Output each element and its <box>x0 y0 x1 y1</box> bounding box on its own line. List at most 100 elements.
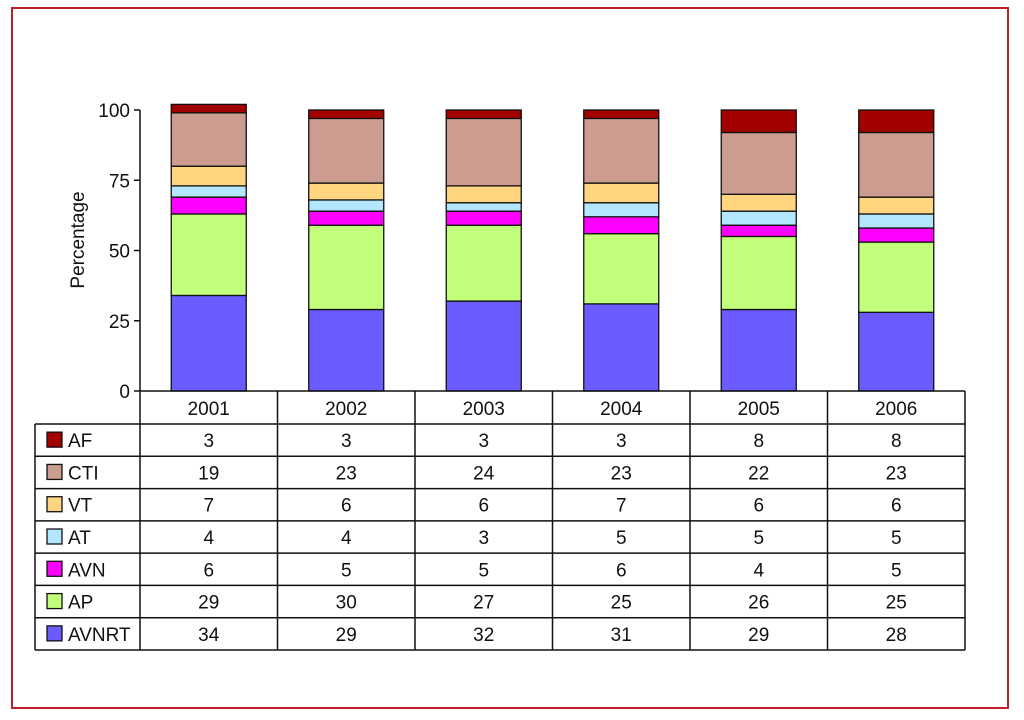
bar-segment-af <box>858 109 935 134</box>
table-cell: 29 <box>198 593 219 614</box>
bar-segment-vt <box>170 165 247 187</box>
bar-segment-af <box>720 109 797 134</box>
bar-segment-cti <box>583 117 660 184</box>
legend-label: AVNRT <box>68 625 131 646</box>
bar-segment-cti <box>858 131 935 198</box>
legend-label: AVN <box>68 560 106 581</box>
column-header-2006: 2006 <box>875 399 917 420</box>
bar-segment-at <box>170 185 247 198</box>
bar-segment-vt <box>308 182 385 201</box>
legend-swatch-at <box>46 528 63 545</box>
table-cell: 8 <box>891 431 902 452</box>
bar-segment-af <box>170 103 247 114</box>
legend-swatch-avnrt <box>46 625 63 642</box>
table-cell: 25 <box>886 593 907 614</box>
bar-2001 <box>170 103 247 392</box>
table-cell: 7 <box>616 496 627 517</box>
bar-segment-avn <box>583 216 660 235</box>
bar-segment-avnrt <box>583 303 660 392</box>
y-tick-label: 100 <box>98 101 130 122</box>
table-cell: 24 <box>473 463 495 484</box>
bars <box>170 103 935 392</box>
bar-segment-at <box>445 202 522 212</box>
bar-segment-avnrt <box>445 300 522 392</box>
y-tick-label: 0 <box>119 382 130 403</box>
table-cell: 28 <box>886 625 907 646</box>
y-tick-label: 50 <box>109 242 130 263</box>
table-cell: 6 <box>203 560 214 581</box>
legend-swatch-avn <box>46 560 63 577</box>
bar-2005 <box>720 109 797 392</box>
bar-segment-at <box>858 213 935 229</box>
bar-segment-ap <box>858 241 935 313</box>
bar-segment-at <box>308 199 385 212</box>
table-cell: 29 <box>748 625 769 646</box>
bar-segment-ap <box>170 213 247 297</box>
table-cell: 3 <box>478 528 489 549</box>
column-header-2005: 2005 <box>738 399 780 420</box>
table-cell: 4 <box>753 560 764 581</box>
table-cell: 32 <box>473 625 494 646</box>
table-cell: 30 <box>336 593 357 614</box>
bar-2003 <box>445 109 522 392</box>
bar-segment-avn <box>308 210 385 226</box>
legend-swatch-af <box>46 431 63 448</box>
table-cell: 6 <box>341 496 352 517</box>
bar-segment-avnrt <box>170 294 247 392</box>
bar-segment-af <box>445 109 522 120</box>
y-axis-label: Percentage <box>68 191 89 288</box>
table-row-ap: AP 29 30 27 25 26 25 <box>46 592 907 614</box>
table-cell: 23 <box>886 463 907 484</box>
table-cell: 26 <box>748 593 769 614</box>
bar-segment-vt <box>720 193 797 212</box>
legend-label: AP <box>68 593 93 614</box>
bar-segment-ap <box>308 224 385 311</box>
table-cell: 8 <box>753 431 764 452</box>
bar-2002 <box>308 109 385 392</box>
bar-segment-ap <box>720 235 797 311</box>
table-cell: 31 <box>611 625 632 646</box>
table-row-vt: VT 7 6 6 7 6 6 <box>46 496 902 517</box>
table-cell: 3 <box>616 431 627 452</box>
table-row-avn: AVN 6 5 5 6 4 5 <box>46 560 902 581</box>
table-cell: 5 <box>891 528 902 549</box>
table-cell: 5 <box>616 528 627 549</box>
bar-segment-avn <box>170 196 247 215</box>
column-header-2002: 2002 <box>325 399 367 420</box>
legend-label: CTI <box>68 463 99 484</box>
table-cell: 27 <box>473 593 494 614</box>
bar-segment-avnrt <box>858 311 935 392</box>
table-cell: 25 <box>611 593 632 614</box>
y-tick-label: 75 <box>109 171 130 192</box>
table-cell: 3 <box>203 431 214 452</box>
table-cell: 23 <box>611 463 632 484</box>
table-cell: 29 <box>336 625 357 646</box>
bar-segment-af <box>583 109 660 120</box>
column-header-2001: 2001 <box>188 399 230 420</box>
bar-segment-avn <box>858 227 935 243</box>
table-row-cti: CTI 19 23 24 23 22 23 <box>46 463 907 484</box>
bar-segment-at <box>583 202 660 218</box>
table-cell: 22 <box>748 463 769 484</box>
table-row-avnrt: AVNRT 34 29 32 31 29 28 <box>46 625 907 646</box>
table-cell: 3 <box>341 431 352 452</box>
bar-segment-cti <box>308 117 385 184</box>
table-cell: 4 <box>341 528 352 549</box>
legend-swatch-ap <box>46 592 63 610</box>
bar-segment-cti <box>170 112 247 167</box>
bar-segment-af <box>308 109 385 120</box>
table-cell: 23 <box>336 463 357 484</box>
table-row-at: AT 4 4 3 5 5 5 <box>46 528 902 549</box>
legend-label: VT <box>68 496 93 517</box>
table-cell: 6 <box>891 496 902 517</box>
table-cell: 4 <box>203 528 214 549</box>
bar-segment-vt <box>445 185 522 204</box>
bar-segment-avnrt <box>308 308 385 392</box>
table-cell: 34 <box>198 625 220 646</box>
bar-segment-cti <box>720 131 797 195</box>
bar-segment-avn <box>720 224 797 238</box>
table-cell: 7 <box>203 496 214 517</box>
bar-segment-avnrt <box>720 308 797 392</box>
table-row-af: AF 3 3 3 3 8 8 <box>46 431 902 452</box>
